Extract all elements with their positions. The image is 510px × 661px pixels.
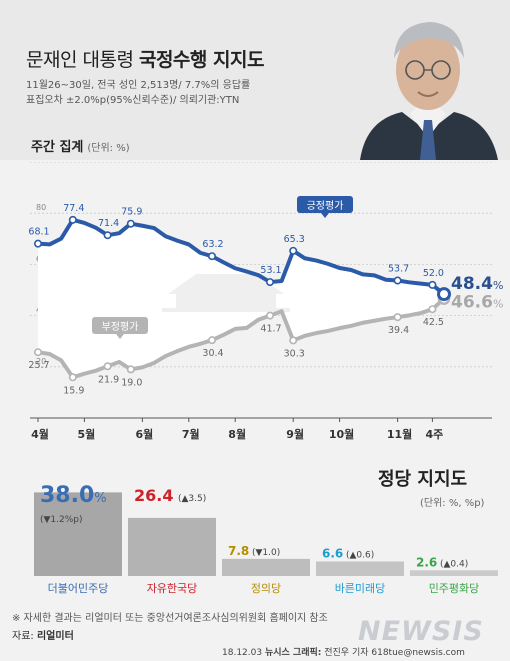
page-title: 문재인 대통령 국정수행 지지도 xyxy=(26,45,264,72)
weekly-chart-title: 주간 집계 (단위: %) xyxy=(31,140,130,155)
party-bar xyxy=(222,558,310,576)
negative-value-label: 19.0 xyxy=(121,377,142,388)
party-change-label: (▲0.6) xyxy=(346,550,374,560)
negative-value-label: 30.4 xyxy=(202,348,223,359)
party-bar xyxy=(410,570,498,576)
positive-final-point xyxy=(437,287,451,302)
party-change-label: (▼1.0) xyxy=(252,548,280,558)
party-value-label: 26.4 xyxy=(134,486,173,505)
party-change-label: (▼1.2%p) xyxy=(40,515,83,525)
positive-point xyxy=(393,276,402,285)
svg-text:긍정평가: 긍정평가 xyxy=(307,200,344,212)
svg-text:부정평가: 부정평가 xyxy=(102,321,139,333)
party-bar xyxy=(316,561,404,576)
month-tick-label: 4월 xyxy=(31,427,49,441)
approval-line-chart: 2040608010068.177.471.475.963.253.165.35… xyxy=(28,162,503,441)
source-line: 자료: 리얼미터 xyxy=(12,627,74,642)
positive-point xyxy=(265,278,274,287)
party-value-label: 7.8 xyxy=(228,544,249,558)
positive-point xyxy=(208,252,217,261)
credit-label: 뉴시스 그래픽: xyxy=(264,648,322,658)
negative-series-callout: 부정평가 xyxy=(92,317,148,339)
month-tick-label: 9월 xyxy=(286,427,304,441)
party-category-label: 바른미래당 xyxy=(335,582,386,595)
source-name: 리얼미터 xyxy=(36,631,74,642)
month-tick-label: 4주 xyxy=(426,428,444,441)
positive-value-label: 71.4 xyxy=(98,218,119,229)
positive-value-label: 53.1 xyxy=(260,265,281,276)
month-tick-label: 10월 xyxy=(329,427,354,441)
party-change-label: (▲3.5) xyxy=(178,494,206,504)
y-tick-label: 20 xyxy=(36,357,46,366)
blue-house-icon xyxy=(162,274,290,312)
positive-point xyxy=(68,215,77,224)
weekly-unit: (단위: %) xyxy=(87,143,130,154)
y-tick-label: 80 xyxy=(36,203,46,212)
party-category-label: 민주평화당 xyxy=(429,582,480,595)
party-value-label: 2.6 xyxy=(416,555,437,569)
negative-point xyxy=(208,336,217,345)
negative-value-label: 25.7 xyxy=(28,360,49,371)
positive-series-callout: 긍정평가 xyxy=(297,196,353,218)
source-label: 자료: xyxy=(12,631,34,642)
survey-line-2: 표집오차 ±2.0%p(95%신뢰수준)/ 의뢰기관:YTN xyxy=(26,95,240,106)
negative-point xyxy=(68,373,77,382)
party-bar xyxy=(128,517,216,576)
negative-value-label: 15.9 xyxy=(63,385,84,396)
party-chart-unit: (단위: %, %p) xyxy=(420,498,485,509)
footnote: ※ 자세한 결과는 리얼미터 또는 중앙선거여론조사심의위원회 홈페이지 참조 xyxy=(12,613,328,624)
month-tick-label: 5월 xyxy=(78,427,96,441)
negative-point xyxy=(33,348,42,357)
positive-value-label: 52.0 xyxy=(423,268,444,279)
negative-value-label: 41.7 xyxy=(260,324,281,335)
negative-point xyxy=(265,311,274,320)
positive-point xyxy=(289,246,298,255)
positive-final-label: 48.4% xyxy=(451,274,503,294)
positive-value-label: 77.4 xyxy=(63,203,84,214)
newsis-watermark: NEWSIS xyxy=(358,616,484,647)
party-change-label: (▲0.4) xyxy=(440,559,468,569)
positive-point xyxy=(428,280,437,289)
month-tick-label: 8월 xyxy=(228,427,246,441)
party-value-label: 6.6 xyxy=(322,546,343,560)
title-plain: 문재인 대통령 xyxy=(26,49,134,71)
negative-point xyxy=(428,305,437,314)
party-bar xyxy=(34,492,122,576)
party-category-label: 자유한국당 xyxy=(147,582,198,595)
party-category-label: 정의당 xyxy=(251,582,281,595)
negative-point xyxy=(289,336,298,345)
negative-point xyxy=(126,365,135,374)
negative-point xyxy=(103,362,112,371)
survey-info: 11월26~30일, 전국 성인 2,513명/ 7.7%의 응답률 표집오차 … xyxy=(26,78,276,108)
positive-value-label: 68.1 xyxy=(28,227,49,238)
credit-line: 18.12.03 뉴시스 그래픽: 전진우 기자 618tue@newsis.c… xyxy=(222,645,465,658)
negative-point xyxy=(393,313,402,322)
positive-value-label: 75.9 xyxy=(121,207,142,218)
credit-author: 전진우 기자 618tue@newsis.com xyxy=(324,648,465,658)
month-tick-label: 7월 xyxy=(182,427,200,441)
president-portrait-image xyxy=(352,8,504,160)
positive-value-label: 63.2 xyxy=(202,239,223,250)
negative-value-label: 21.9 xyxy=(98,374,119,385)
credit-date: 18.12.03 xyxy=(222,648,263,658)
positive-point xyxy=(103,231,112,240)
gap-area xyxy=(38,219,444,378)
negative-value-label: 39.4 xyxy=(388,325,409,336)
positive-value-label: 65.3 xyxy=(284,234,305,245)
positive-point xyxy=(33,239,42,248)
party-chart-title: 정당 지지도 xyxy=(378,469,468,490)
positive-value-label: 53.7 xyxy=(388,264,409,275)
survey-line-1: 11월26~30일, 전국 성인 2,513명/ 7.7%의 응답률 xyxy=(26,80,251,91)
party-category-label: 더불어민주당 xyxy=(48,582,109,595)
party-bar-chart: 38.0% (▼1.2%p) 더불어민주당 26.4 (▲3.5) 자유한국당 7.8 (▼1… xyxy=(34,483,498,595)
month-tick-label: 11월 xyxy=(387,427,412,441)
negative-value-label: 42.5 xyxy=(423,317,444,328)
negative-final-label: 46.6% xyxy=(451,293,503,313)
title-bold: 국정수행 지지도 xyxy=(138,49,264,71)
party-value-label: 38.0% xyxy=(40,483,107,508)
positive-point xyxy=(126,219,135,228)
month-tick-label: 6월 xyxy=(136,427,154,441)
negative-value-label: 30.3 xyxy=(284,348,305,359)
